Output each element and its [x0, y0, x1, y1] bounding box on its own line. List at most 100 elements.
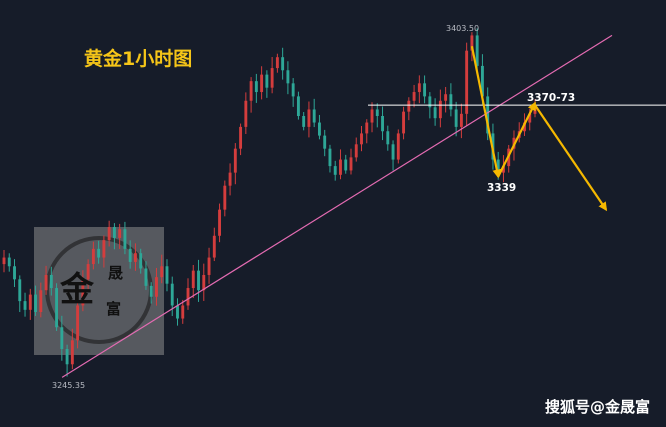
- chart-title: 黄金1小时图: [84, 48, 193, 70]
- candle-body: [502, 166, 505, 173]
- candle-body: [107, 227, 111, 241]
- candle-body: [254, 81, 258, 93]
- candle-body: [49, 274, 53, 289]
- candle-body: [133, 253, 137, 262]
- candle-body: [465, 50, 469, 114]
- candle-body: [323, 135, 327, 149]
- candle-body: [486, 96, 490, 134]
- candle-body: [81, 279, 85, 306]
- candle-body: [365, 122, 369, 134]
- candle-body: [344, 159, 348, 171]
- candle-body: [396, 133, 400, 160]
- candle-body: [302, 116, 306, 127]
- arrow-up-to-resistance: [497, 101, 536, 178]
- candle-body: [339, 159, 342, 175]
- candle-body: [454, 109, 458, 127]
- candle-body: [412, 92, 416, 101]
- candle-body: [202, 274, 206, 291]
- candle-body: [433, 107, 437, 119]
- candle-body: [286, 70, 290, 84]
- candle-body: [370, 109, 374, 123]
- candle-body: [328, 148, 332, 167]
- candle-body: [360, 133, 363, 145]
- candle-body: [260, 74, 264, 93]
- high-price-label: 3403.50: [446, 24, 480, 34]
- candle-body: [423, 83, 427, 97]
- candle-body: [123, 229, 127, 249]
- candle-body: [386, 131, 390, 145]
- candle-body: [475, 35, 479, 66]
- candle-body: [2, 257, 6, 265]
- candle-body: [312, 109, 316, 123]
- candle-body: [70, 340, 74, 365]
- site-watermark: 搜狐号@金晟富: [544, 398, 650, 416]
- candle-body: [155, 277, 158, 297]
- candle-body: [160, 266, 164, 278]
- candle-body: [191, 270, 195, 289]
- candle-body: [354, 144, 358, 158]
- candle-body: [76, 305, 80, 341]
- candle-body: [449, 94, 453, 110]
- candle-body: [381, 116, 384, 132]
- candle-body: [249, 81, 253, 101]
- candle-body: [444, 94, 448, 101]
- logo-char-big: 金: [60, 270, 94, 310]
- candle-body: [39, 290, 43, 312]
- candle-body: [470, 35, 474, 51]
- candle-body: [197, 270, 200, 291]
- candle-body: [118, 229, 122, 238]
- candle-body: [181, 305, 185, 319]
- candle-body: [523, 122, 526, 132]
- candle-body: [7, 257, 11, 267]
- candle-body: [13, 266, 16, 280]
- candle-body: [176, 305, 179, 319]
- candle-body: [91, 248, 95, 265]
- candle-body: [265, 74, 269, 88]
- candle-body: [139, 253, 143, 269]
- support-label: 3339: [487, 181, 517, 194]
- candle-body: [97, 248, 101, 258]
- candle-body: [459, 113, 463, 127]
- candle-body: [438, 100, 442, 119]
- candle-body: [60, 327, 64, 350]
- candle-body: [275, 57, 279, 69]
- candle-body: [218, 209, 222, 236]
- resistance-label: 3370-73: [527, 92, 576, 105]
- candle-body: [149, 285, 153, 297]
- candle-body: [223, 185, 227, 210]
- candle-body: [417, 83, 421, 93]
- low-price-label: 3245.35: [52, 380, 86, 390]
- candle-body: [349, 157, 353, 171]
- candle-body: [428, 96, 432, 108]
- candle-body: [28, 294, 32, 310]
- candle-body: [244, 100, 248, 127]
- candle-body: [291, 83, 295, 97]
- logo-char-small-2: 富: [106, 300, 122, 318]
- candle-body: [23, 301, 27, 310]
- candle-body: [34, 294, 37, 312]
- candle-body: [207, 257, 211, 275]
- candle-body: [480, 65, 484, 97]
- arrow-down-to-support: [470, 45, 502, 179]
- candle-body: [144, 268, 148, 286]
- candle-body: [170, 283, 174, 306]
- candle-body: [65, 349, 69, 365]
- candle-body: [496, 159, 500, 173]
- candle-body: [307, 109, 311, 127]
- candle-body: [391, 144, 395, 160]
- candle-body: [212, 235, 216, 258]
- candle-body: [128, 248, 132, 262]
- candle-body: [317, 122, 321, 136]
- arrow-forecast-down: [534, 104, 608, 212]
- candle-body: [165, 266, 169, 284]
- candle-body: [296, 96, 300, 116]
- candle-body: [102, 240, 106, 258]
- candle-body: [407, 100, 411, 112]
- candle-body: [186, 288, 190, 306]
- candle-body: [44, 274, 48, 291]
- candle-body: [228, 172, 232, 186]
- candle-body: [528, 113, 532, 123]
- trendline: [61, 34, 613, 378]
- candle-body: [281, 57, 285, 71]
